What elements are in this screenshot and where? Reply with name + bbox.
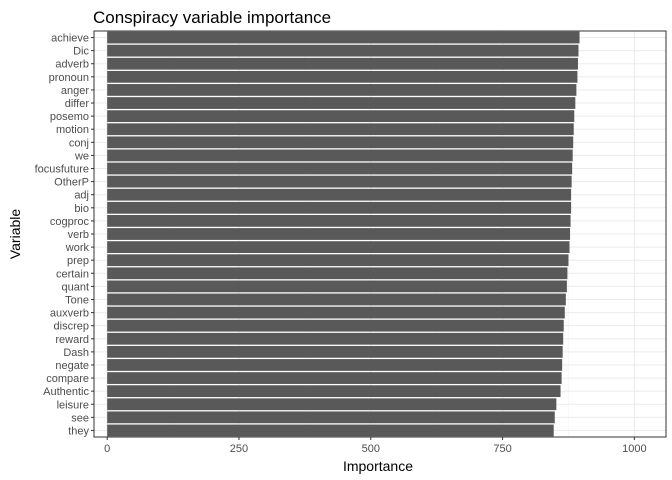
bars [107,31,580,437]
bar-cogproc [107,215,571,227]
y-tick-label: Dic [73,46,89,58]
bar-auxverb [107,306,565,319]
x-axis: 0 250 500 750 1000 [104,437,647,455]
y-tick-label: verb [68,229,89,241]
y-tick-label: cogproc [50,216,90,228]
bar-prep [107,254,569,267]
y-axis: achieveDicadverbpronounangerdifferposemo… [35,33,94,437]
y-tick-label: Tone [65,294,89,306]
bar-OtherP [107,175,572,188]
y-tick-label: leisure [57,399,89,411]
y-tick-label: bio [74,203,89,215]
y-tick-label: anger [61,85,89,97]
bar-Dash [107,345,563,358]
y-tick-label: pronoun [49,72,89,84]
bar-we [107,149,573,162]
y-tick-label: Dash [63,347,89,359]
x-axis-title: Importance [343,458,413,474]
y-tick-label: auxverb [50,308,89,320]
bar-differ [107,97,576,109]
bar-reward [107,332,564,345]
bar-conj [107,136,574,149]
y-tick-label: prep [67,255,89,267]
y-tick-label: we [74,150,89,162]
bar-certain [107,267,568,280]
y-tick-label: see [71,412,89,424]
x-tick-label: 0 [104,443,110,455]
x-tick-label: 500 [362,443,380,455]
y-tick-label: work [65,242,90,254]
bar-Dic [107,44,579,57]
bar-posemo [107,110,575,123]
y-tick-label: discrep [54,321,89,333]
bar-motion [107,123,574,136]
y-tick-label: Authentic [43,386,89,398]
bar-anger [107,84,577,96]
bar-they [107,424,554,437]
y-tick-label: compare [46,373,89,385]
y-tick-label: adverb [55,59,89,71]
y-tick-label: achieve [51,33,89,45]
y-tick-label: adj [74,190,89,202]
y-tick-label: reward [55,334,89,346]
bar-discrep [107,319,564,332]
bar-focusfuture [107,162,573,175]
y-tick-label: OtherP [54,177,89,189]
bar-leisure [107,398,557,411]
bar-see [107,411,555,424]
bar-work [107,241,570,253]
y-tick-label: they [68,425,89,437]
y-tick-label: negate [55,360,89,372]
bar-bio [107,201,572,214]
x-tick-label: 1000 [622,443,646,455]
y-tick-label: focusfuture [35,164,89,176]
x-tick-label: 750 [493,443,511,455]
bar-compare [107,372,562,384]
chart-title: Conspiracy variable importance [93,8,331,27]
y-tick-label: certain [56,268,89,280]
bar-verb [107,228,571,240]
y-axis-title: Variable [7,209,23,260]
bar-adj [107,188,572,201]
bar-achieve [107,31,580,44]
bar-quant [107,280,567,293]
y-tick-label: posemo [50,111,89,123]
bar-Tone [107,293,566,306]
y-tick-label: quant [61,281,89,293]
y-tick-label: differ [65,98,90,110]
y-tick-label: conj [69,137,89,149]
bar-pronoun [107,70,578,83]
bar-Authentic [107,385,561,398]
bar-adverb [107,57,578,70]
y-tick-label: motion [56,124,89,136]
bar-negate [107,359,563,371]
x-tick-label: 250 [230,443,248,455]
